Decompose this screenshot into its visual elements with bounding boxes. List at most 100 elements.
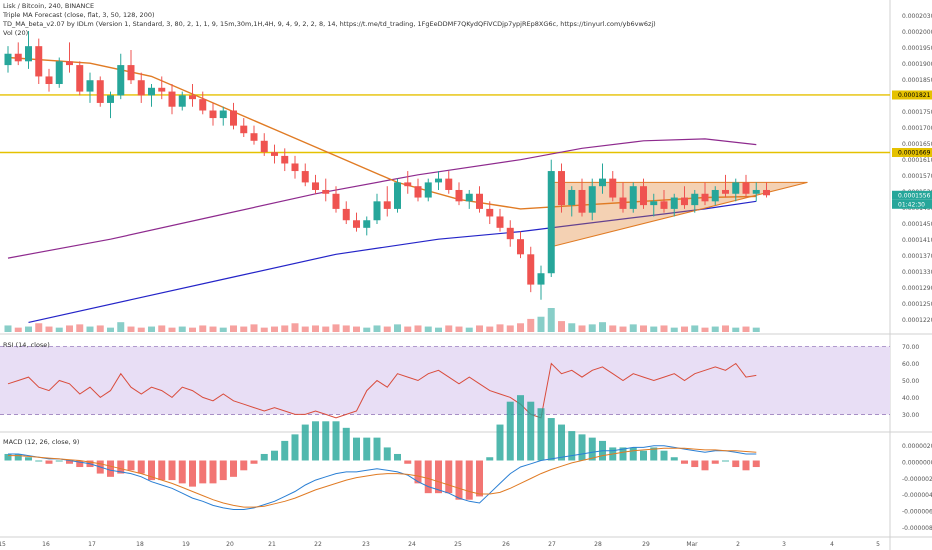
candle	[260, 133, 268, 156]
candle-body	[342, 208, 350, 221]
volume-bars	[4, 308, 760, 332]
candle	[568, 186, 576, 217]
time-axis-label: 27	[548, 541, 556, 548]
candle	[250, 125, 258, 145]
macd-histogram-bar	[373, 437, 381, 461]
volume-bar	[148, 326, 155, 332]
time-axis-label: 5	[876, 541, 880, 548]
candle-body	[250, 133, 258, 141]
candle-body	[178, 95, 186, 107]
macd-histogram-bar	[271, 450, 278, 461]
candle	[486, 201, 494, 225]
volume-bar	[127, 326, 135, 332]
candle	[506, 220, 514, 247]
time-axis-label: 18	[136, 541, 144, 548]
symbol-title[interactable]: Lisk / Bitcoin, 240, BINANCE	[3, 2, 95, 10]
macd-histogram-bar	[148, 460, 155, 481]
candle	[96, 76, 104, 107]
volume-bar	[476, 325, 483, 332]
resistance-levels[interactable]	[0, 94, 890, 154]
volume-bar	[271, 326, 278, 332]
volume-bar	[506, 325, 514, 332]
macd-histogram-bar	[178, 460, 186, 484]
rsi-pane-label[interactable]: RSI (14, close)	[3, 341, 50, 349]
price-axis[interactable]: 0.0002030 0.0002000 0.0001950 0.0001900 0.00…	[902, 13, 932, 532]
macd-histogram-bar	[640, 450, 647, 461]
candle-body	[230, 110, 237, 126]
volume-bar	[650, 326, 658, 332]
volume-bar	[568, 323, 576, 332]
macd-pane-label[interactable]: MACD (12, 26, close, 9)	[3, 438, 80, 446]
rsi-band-fill	[0, 346, 890, 415]
volume-bar	[25, 326, 32, 332]
candle	[117, 53, 125, 100]
indicator-volume[interactable]: Vol (20)	[3, 29, 29, 37]
rsi-axis-label: 70.00	[902, 344, 919, 351]
candle-body	[158, 87, 166, 92]
volume-bar	[35, 323, 43, 332]
candle	[742, 174, 750, 198]
time-axis[interactable]: 15 16 17 18 19 20 21 22 23 24 25 26 27 28 29 Mar 2 3 4 5	[0, 541, 880, 548]
macd-histogram-bar	[281, 440, 289, 461]
candle	[342, 201, 350, 225]
candle	[599, 163, 606, 194]
candle	[609, 171, 617, 202]
volume-bar	[599, 322, 606, 332]
volume-bar	[199, 325, 207, 332]
candle-body	[137, 80, 145, 96]
volume-bar	[455, 326, 463, 332]
candle-body	[742, 182, 750, 194]
price-axis-label: 0.0001330	[902, 269, 932, 276]
candle-body	[4, 53, 12, 66]
candlesticks[interactable]	[4, 31, 771, 300]
time-axis-label: 20	[226, 541, 234, 548]
volume-bar	[209, 326, 217, 332]
volume-bar	[373, 325, 381, 332]
candle	[455, 182, 463, 206]
price-axis-label: 0.0002000	[902, 29, 932, 36]
volume-bar	[189, 327, 196, 332]
macd-histogram-bar	[414, 460, 422, 484]
candle	[230, 102, 237, 130]
volume-bar	[424, 326, 432, 332]
candle-body	[148, 87, 155, 96]
volume-bar	[178, 326, 186, 332]
volume-bar	[732, 327, 740, 332]
macd-histogram-bar	[209, 460, 217, 484]
macd-histogram-bar	[291, 434, 299, 461]
candle-body	[629, 186, 637, 209]
volume-bar	[76, 324, 84, 332]
rsi-axis-label: 60.00	[902, 361, 919, 368]
volume-bar	[547, 308, 555, 332]
indicator-triple-ma[interactable]: Triple MA Forecast (close, flat, 3, 50, …	[3, 11, 155, 19]
candle	[219, 106, 227, 126]
candle	[353, 212, 360, 232]
candle-body	[127, 65, 135, 81]
rsi-axis-label: 50.00	[902, 378, 919, 385]
macd-histogram-bar	[506, 401, 514, 461]
volume-bar	[137, 327, 145, 332]
rsi-axis-label: 40.00	[902, 395, 919, 402]
indicator-td-ma[interactable]: TD_MA_beta_v2.07 by IDLm (Version 1, Sta…	[3, 20, 656, 28]
candle	[240, 118, 248, 137]
candle	[722, 174, 729, 198]
volume-bar	[404, 326, 412, 332]
macd-histogram-bar	[353, 437, 360, 461]
macd-histogram-bar	[486, 457, 494, 461]
candle-body	[107, 95, 114, 103]
candle-body	[599, 178, 606, 187]
volume-bar	[660, 325, 668, 332]
candle-body	[271, 152, 278, 156]
candle	[711, 186, 719, 206]
price-axis-label: 0.0001290	[902, 285, 932, 292]
macd-histogram-bar	[55, 460, 63, 462]
candle	[629, 182, 637, 213]
volume-bar	[4, 325, 12, 332]
volume-bar	[158, 325, 166, 332]
candle-body	[660, 201, 668, 209]
volume-bar	[332, 324, 340, 332]
volume-bar	[496, 324, 504, 332]
candle-body	[670, 197, 678, 209]
